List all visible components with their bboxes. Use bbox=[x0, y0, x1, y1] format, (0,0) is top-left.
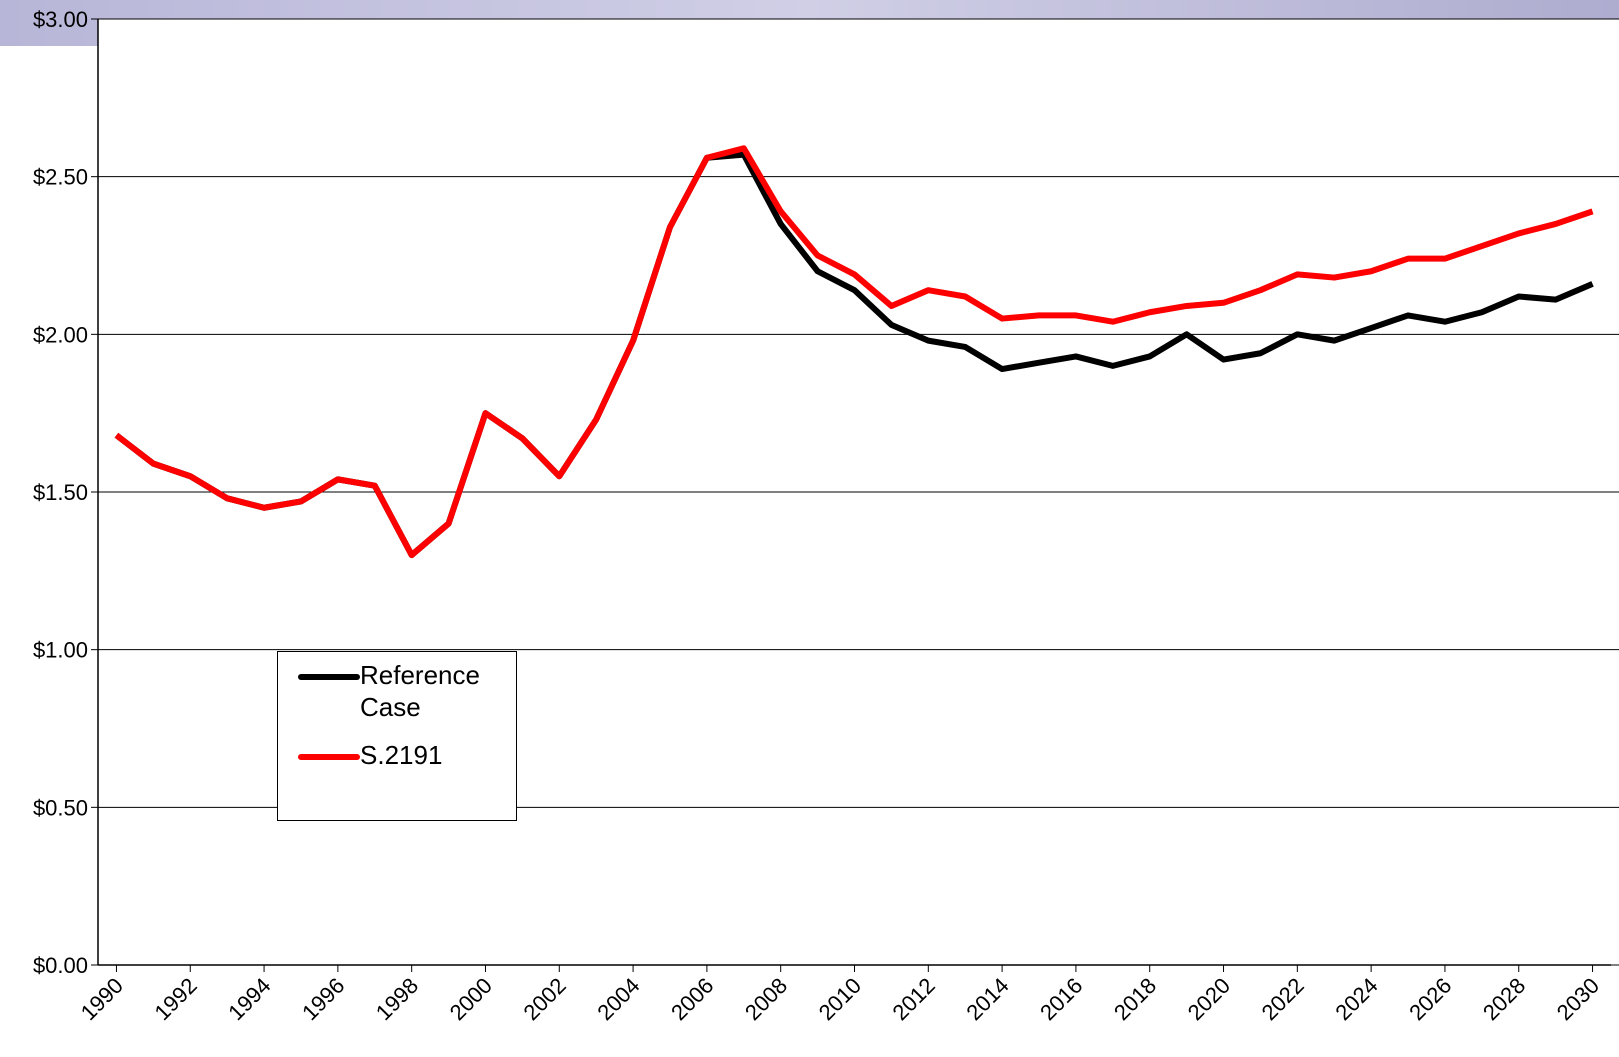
legend-label: Reference Case bbox=[360, 660, 480, 722]
y-tick-label: $2.00 bbox=[33, 322, 88, 347]
y-tick-label: $0.50 bbox=[33, 795, 88, 820]
y-tick-label: $1.00 bbox=[33, 638, 88, 663]
plot-area bbox=[98, 19, 1619, 1057]
y-tick-label: $0.00 bbox=[33, 953, 88, 978]
legend-swatch bbox=[298, 674, 360, 680]
legend-item: Reference Case bbox=[298, 660, 500, 723]
legend: Reference Case S.2191 bbox=[277, 651, 517, 821]
y-tick-label: $3.00 bbox=[33, 7, 88, 32]
y-tick-label: $1.50 bbox=[33, 480, 88, 505]
series-line bbox=[114, 145, 1594, 559]
legend-item: S.2191 bbox=[298, 740, 500, 771]
legend-label: S.2191 bbox=[360, 740, 443, 770]
legend-swatch bbox=[298, 754, 360, 760]
y-tick-label: $2.50 bbox=[33, 165, 88, 190]
